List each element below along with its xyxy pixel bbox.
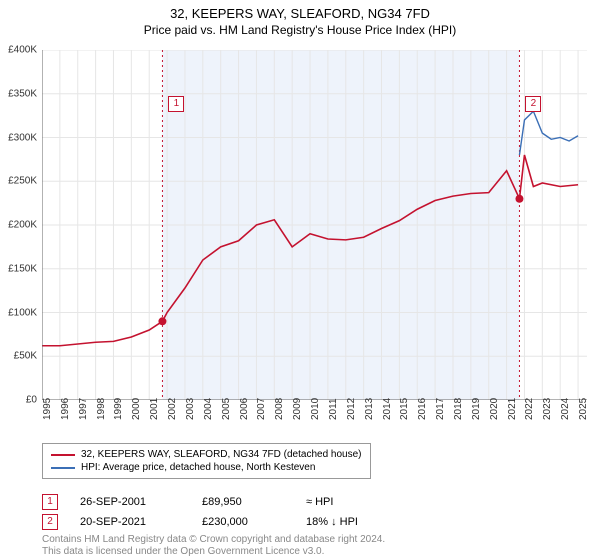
y-axis-label: £300K (0, 132, 37, 143)
x-axis-label: 2020 (489, 398, 500, 420)
event-marker-2: 2 (525, 96, 541, 112)
legend-label: HPI: Average price, detached house, Nort… (81, 462, 315, 473)
event-date: 26-SEP-2001 (80, 496, 180, 508)
x-axis-label: 2024 (560, 398, 571, 420)
event-price: £89,950 (202, 496, 284, 508)
x-axis-label: 2023 (542, 398, 553, 420)
footer-line-1: Contains HM Land Registry data © Crown c… (42, 534, 385, 546)
x-axis-label: 2012 (346, 398, 357, 420)
x-axis-label: 2019 (471, 398, 482, 420)
x-axis-label: 2011 (328, 398, 339, 420)
event-number-box: 2 (42, 514, 58, 530)
event-marker-1: 1 (168, 96, 184, 112)
legend: 32, KEEPERS WAY, SLEAFORD, NG34 7FD (det… (42, 443, 371, 479)
event-price: £230,000 (202, 516, 284, 528)
y-axis-label: £200K (0, 220, 37, 231)
x-axis-label: 2005 (221, 398, 232, 420)
y-axis-label: £150K (0, 263, 37, 274)
event-relative: ≈ HPI (306, 496, 396, 508)
page-subtitle: Price paid vs. HM Land Registry's House … (0, 21, 600, 37)
x-axis-label: 2000 (131, 398, 142, 420)
event-date: 20-SEP-2021 (80, 516, 180, 528)
y-axis-label: £100K (0, 307, 37, 318)
legend-swatch (51, 467, 75, 469)
x-axis-label: 2025 (578, 398, 589, 420)
event-relative: 18% ↓ HPI (306, 516, 396, 528)
x-axis-label: 2010 (310, 398, 321, 420)
footer-line-2: This data is licensed under the Open Gov… (42, 546, 385, 558)
x-axis-label: 2002 (167, 398, 178, 420)
x-axis-label: 1997 (78, 398, 89, 420)
footer-attribution: Contains HM Land Registry data © Crown c… (42, 534, 385, 558)
chart-svg (42, 50, 587, 400)
x-axis-label: 2001 (149, 398, 160, 420)
x-axis-label: 1996 (60, 398, 71, 420)
x-axis-label: 2007 (256, 398, 267, 420)
x-axis-label: 2003 (185, 398, 196, 420)
page-title: 32, KEEPERS WAY, SLEAFORD, NG34 7FD (0, 0, 600, 21)
x-axis-label: 2008 (274, 398, 285, 420)
y-axis-label: £350K (0, 88, 37, 99)
x-axis-label: 2009 (292, 398, 303, 420)
x-axis-label: 1998 (96, 398, 107, 420)
x-axis-label: 1999 (113, 398, 124, 420)
x-axis-label: 2014 (382, 398, 393, 420)
y-axis-label: £50K (0, 351, 37, 362)
event-row: 1 26-SEP-2001 £89,950 ≈ HPI (42, 492, 396, 512)
x-axis-label: 2022 (524, 398, 535, 420)
x-axis-label: 2015 (399, 398, 410, 420)
y-axis-label: £250K (0, 176, 37, 187)
y-axis-label: £0 (0, 395, 37, 406)
x-axis-label: 2016 (417, 398, 428, 420)
event-table: 1 26-SEP-2001 £89,950 ≈ HPI 2 20-SEP-2021 £230… (42, 492, 396, 532)
event-number-box: 1 (42, 494, 58, 510)
x-axis-label: 2006 (239, 398, 250, 420)
x-axis-label: 2021 (507, 398, 518, 420)
x-axis-label: 1995 (42, 398, 53, 420)
x-axis-label: 2013 (364, 398, 375, 420)
legend-label: 32, KEEPERS WAY, SLEAFORD, NG34 7FD (det… (81, 449, 362, 460)
y-axis-label: £400K (0, 45, 37, 56)
legend-swatch (51, 454, 75, 456)
event-row: 2 20-SEP-2021 £230,000 18% ↓ HPI (42, 512, 396, 532)
x-axis-label: 2004 (203, 398, 214, 420)
legend-item: 32, KEEPERS WAY, SLEAFORD, NG34 7FD (det… (51, 448, 362, 461)
x-axis-label: 2017 (435, 398, 446, 420)
x-axis-label: 2018 (453, 398, 464, 420)
legend-item: HPI: Average price, detached house, Nort… (51, 461, 362, 474)
price-chart: £0£50K£100K£150K£200K£250K£300K£350K£400… (42, 50, 587, 400)
